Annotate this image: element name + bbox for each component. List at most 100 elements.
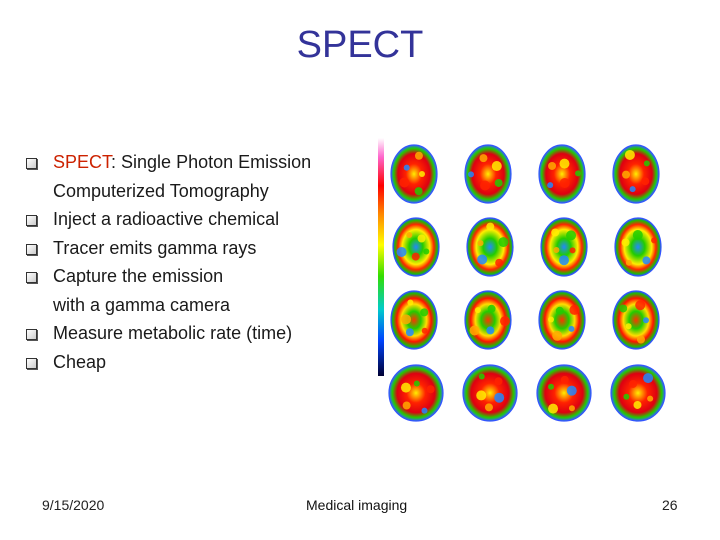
scan-speckle [423,248,430,255]
scan-speckle [625,323,632,330]
scan-speckle [494,377,503,386]
bullet-line: Tracer emits gamma rays [53,237,257,258]
bullet-square-icon [26,215,37,226]
brain-scan-slice [390,290,438,350]
scan-speckle [548,383,555,390]
brain-scan-slice [536,364,592,422]
brain-scan-slice [464,144,512,204]
scan-speckle [480,180,491,191]
scan-speckle [402,401,411,410]
scan-speckle [421,327,428,334]
footer-date: 9/15/2020 [42,497,105,513]
scan-speckle [405,328,414,337]
page-number: 26 [662,497,678,513]
brain-scan-slice [538,290,586,350]
scan-speckle [477,240,484,247]
bullet-item: Inject a radioactive chemical [26,205,376,234]
scan-speckle [625,259,632,266]
bullet-line: Computerized Tomography [53,180,269,201]
slide-title: SPECT [296,24,424,66]
scan-speckle [468,171,475,178]
scan-speckle [559,158,570,169]
scan-speckle [633,400,642,409]
scan-speckle [479,154,488,163]
bullet-square-icon [26,329,37,340]
scan-speckle [548,161,557,170]
color-scale-bar [378,138,384,376]
scan-speckle [622,170,631,179]
bullet-square-icon [26,357,37,369]
scan-speckle [420,308,429,317]
scan-speckle [553,246,560,253]
scan-speckle [569,247,576,254]
bullet-line: Measure metabolic rate (time) [53,323,293,343]
brain-scan-slice [462,364,518,422]
bullet-square-icon [26,272,37,283]
scan-speckle [486,326,495,335]
scan-speckle [552,330,563,341]
bullet-line: Cheap [53,351,107,372]
bullet-text: : Single Photon Emission [111,152,312,172]
scan-speckle [560,375,569,384]
scan-speckle [494,392,505,403]
scan-speckle [491,161,502,172]
scan-speckle [568,325,575,332]
brain-scan-slice [610,364,666,422]
bullet-list: SPECT: Single Photon Emission Computeriz… [26,148,376,376]
scan-speckle [647,395,654,402]
bullet-line: SPECT: Single Photon Emission [53,148,376,177]
scan-speckle [641,177,650,186]
scan-speckle [555,306,564,315]
scan-speckle [498,237,509,248]
scan-speckle [619,304,628,313]
scan-speckle [642,317,649,324]
bullet-item: Measure metabolic rate (time) [26,319,376,348]
scan-speckle [559,255,569,266]
scan-speckle [396,246,407,257]
scan-speckle [476,390,487,401]
brain-scan-slice [390,144,438,204]
brain-scan-slice [540,217,588,277]
brain-scan-slice [388,364,444,422]
bullet-item: Tracer emits gamma rays [26,234,376,263]
scan-speckle [407,299,414,306]
scan-speckle [403,164,410,171]
scan-speckle [469,325,480,336]
scan-speckle [629,186,636,193]
scan-speckle [477,254,488,265]
scan-speckle [487,304,496,313]
scan-speckle [636,335,645,344]
scan-speckle [426,385,435,394]
scan-speckle [400,382,411,393]
scan-speckle [484,403,493,412]
scan-speckle [399,177,410,188]
scan-speckle [635,300,646,311]
scan-speckle [548,316,555,323]
footer-title: Medical imaging [306,497,408,513]
scan-speckle [401,314,412,325]
bullet-item: Capture the emission with a gamma camera [26,262,376,319]
scan-speckle [495,258,504,267]
scan-speckle [574,170,581,177]
scan-speckle [624,149,635,160]
scan-speckle [642,256,651,265]
scan-speckle [547,182,554,189]
scan-speckle [643,160,650,167]
scan-speckle [474,307,481,314]
scan-speckle [566,385,577,396]
scan-speckle [629,379,638,388]
scan-speckle [417,234,426,243]
bullet-square-icon [26,243,37,255]
bullet-line: Inject a radioactive chemical [53,209,280,229]
scan-speckle [499,316,510,327]
scan-speckle [494,178,503,187]
scan-speckle [414,151,423,160]
bullet-item: SPECT: Single Photon Emission Computeriz… [26,148,376,205]
scan-speckle [414,187,423,196]
bullet-line: with a gamma camera [53,294,231,315]
bullet-item: Cheap [26,348,376,377]
scan-speckle [621,238,630,247]
scan-speckle [651,237,658,244]
brain-scan-slice [612,144,660,204]
scan-speckle [486,222,495,231]
